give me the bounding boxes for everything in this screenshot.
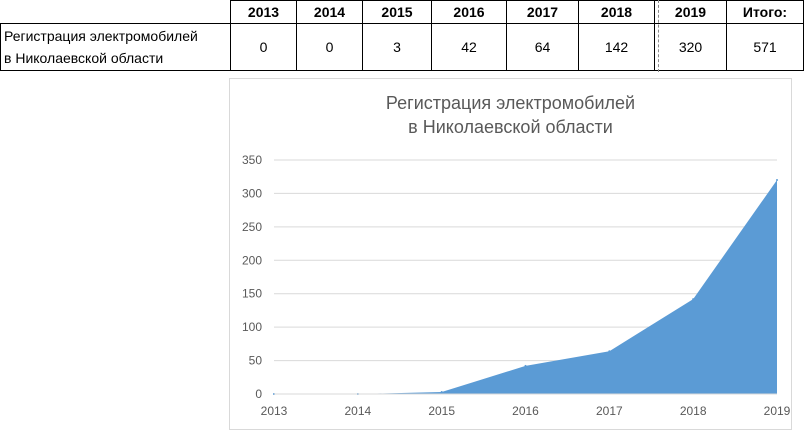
area-chart: 0 50 100 150 200 250 300 350 2013 2014 2015 2016 201… <box>242 153 791 418</box>
value-2019: 320 <box>654 23 727 71</box>
page-break-dashed-line <box>658 0 659 72</box>
value-2018: 142 <box>578 23 655 71</box>
y-tick-label: 350 <box>242 153 262 167</box>
value-2013: 0 <box>230 23 297 71</box>
chart-frame[interactable]: Регистрация электромобилей в Николаевско… <box>229 78 792 430</box>
value-2017: 64 <box>506 23 579 71</box>
header-year-2015: 2015 <box>362 0 432 24</box>
y-tick-label: 150 <box>242 287 262 301</box>
table-corner-cell <box>0 0 231 24</box>
x-tick-label: 2015 <box>428 404 455 418</box>
row-label-line2: в Николаевской области <box>4 50 164 66</box>
y-tick-label: 100 <box>242 320 262 334</box>
value-2015: 3 <box>362 23 432 71</box>
y-tick-label: 250 <box>242 220 262 234</box>
table-row: Регистрация электромобилей в Николаевско… <box>0 23 804 71</box>
y-tick-label: 300 <box>242 186 262 200</box>
header-year-2016: 2016 <box>431 0 507 24</box>
x-tick-label: 2013 <box>261 404 288 418</box>
value-2014: 0 <box>296 23 363 71</box>
y-tick-label: 0 <box>255 387 262 401</box>
data-table: 2013 2014 2015 2016 2017 2018 2019 Итого… <box>0 0 804 71</box>
header-year-2014: 2014 <box>296 0 363 24</box>
x-tick-label: 2017 <box>596 404 623 418</box>
header-year-2017: 2017 <box>506 0 579 24</box>
data-point <box>776 179 778 182</box>
y-tick-label: 50 <box>249 354 263 368</box>
chart-title-line2: в Николаевской области <box>408 117 613 137</box>
area-series <box>274 180 777 394</box>
x-tick-label: 2018 <box>680 404 707 418</box>
chart-title: Регистрация электромобилей в Николаевско… <box>230 91 791 139</box>
row-label-line1: Регистрация электромобилей <box>4 28 198 44</box>
header-total: Итого: <box>726 0 804 24</box>
x-tick-label: 2014 <box>344 404 371 418</box>
data-point <box>692 298 695 301</box>
value-total: 571 <box>726 23 804 71</box>
y-tick-label: 200 <box>242 253 262 267</box>
x-tick-label: 2019 <box>764 404 791 418</box>
table-header-row: 2013 2014 2015 2016 2017 2018 2019 Итого… <box>0 0 804 24</box>
header-year-2018: 2018 <box>578 0 655 24</box>
chart-title-line1: Регистрация электромобилей <box>385 93 636 113</box>
data-point <box>440 390 443 393</box>
data-point <box>608 350 611 353</box>
value-2016: 42 <box>431 23 507 71</box>
data-point <box>524 364 527 367</box>
header-year-2019: 2019 <box>654 0 727 24</box>
x-tick-label: 2016 <box>512 404 539 418</box>
data-table-container: 2013 2014 2015 2016 2017 2018 2019 Итого… <box>0 0 804 71</box>
header-year-2013: 2013 <box>230 0 297 24</box>
row-label: Регистрация электромобилей в Николаевско… <box>0 23 231 71</box>
